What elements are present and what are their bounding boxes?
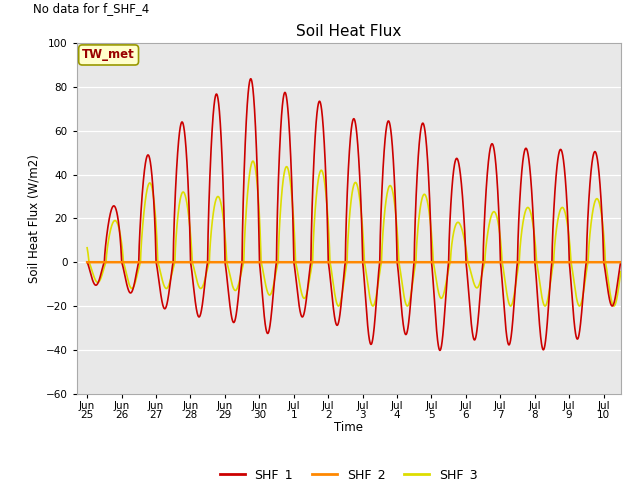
Legend: SHF_1, SHF_2, SHF_3: SHF_1, SHF_2, SHF_3 xyxy=(214,463,483,480)
Y-axis label: Soil Heat Flux (W/m2): Soil Heat Flux (W/m2) xyxy=(28,154,40,283)
X-axis label: Time: Time xyxy=(334,421,364,434)
Text: No data for f_SHF_4: No data for f_SHF_4 xyxy=(33,2,150,15)
Text: TW_met: TW_met xyxy=(82,48,135,61)
Title: Soil Heat Flux: Soil Heat Flux xyxy=(296,24,401,39)
